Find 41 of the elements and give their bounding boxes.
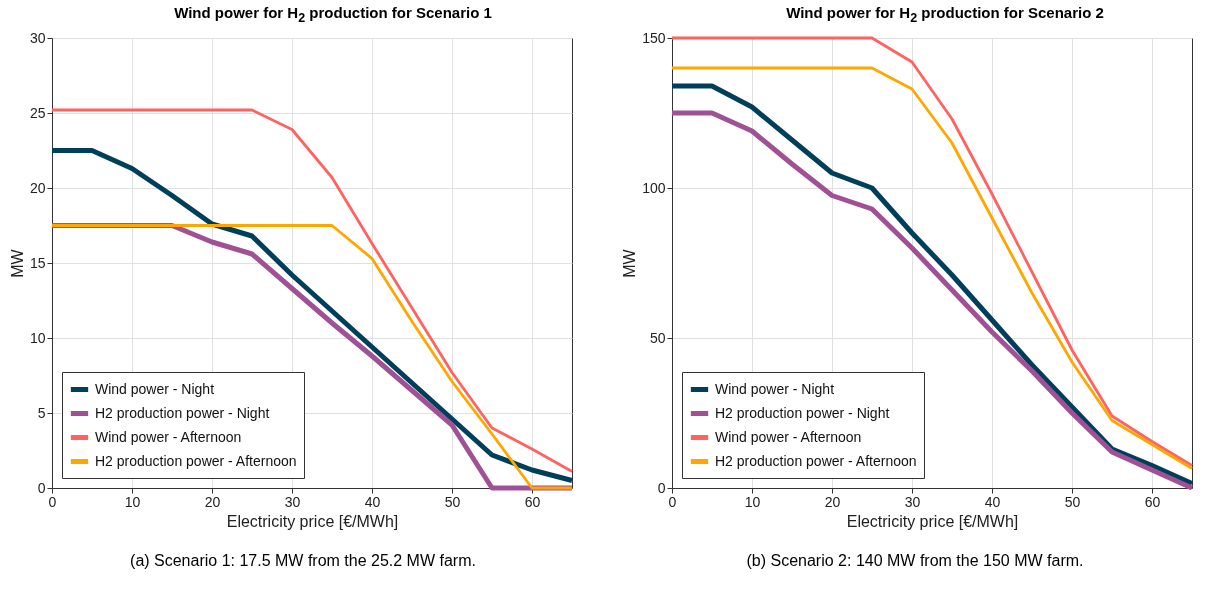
text: (a) Scenario 1: 17.5 MW from the 25.2 MW farm. bbox=[129, 552, 477, 570]
x-tick-label: 20 bbox=[204, 493, 221, 510]
chart-title: Wind power for H$_{2}$ production for Scenario 2 bbox=[785, 4, 1105, 26]
x-tick-label: 0 bbox=[48, 493, 57, 510]
legend-label: Wind power - Night bbox=[715, 380, 835, 397]
y-axis-title: MW bbox=[621, 248, 639, 278]
x-tick-label: 20 bbox=[824, 493, 841, 510]
x-tick-label: 30 bbox=[904, 493, 921, 510]
x-tick-label: 10 bbox=[744, 493, 761, 510]
legend-label: H2 production power - Night bbox=[95, 404, 270, 421]
legend-label: Wind power - Afternoon bbox=[95, 428, 242, 445]
y-tick-label: 15 bbox=[29, 254, 46, 271]
y-tick-label: 100 bbox=[642, 179, 666, 196]
legend-label: Wind power - Afternoon bbox=[715, 428, 862, 445]
y-tick-label: 50 bbox=[649, 329, 666, 346]
y-tick-label: 5 bbox=[37, 404, 46, 421]
x-tick-label: 50 bbox=[444, 493, 461, 510]
x-tick-label: 50 bbox=[1064, 493, 1081, 510]
y-tick-label: 0 bbox=[657, 479, 666, 496]
y-tick-label: 30 bbox=[29, 29, 46, 46]
x-tick-label: 60 bbox=[524, 493, 541, 510]
y-tick-label: 10 bbox=[29, 329, 46, 346]
text: (b) Scenario 2: 140 MW from the 150 MW farm. bbox=[745, 552, 1085, 570]
chart-title: Wind power for H$_{2}$ production for Scenario 1 bbox=[173, 4, 493, 26]
y-tick-label: 20 bbox=[29, 179, 46, 196]
x-tick-label: 40 bbox=[364, 493, 381, 510]
x-tick-label: 10 bbox=[124, 493, 141, 510]
y-tick-label: 0 bbox=[37, 479, 46, 496]
x-tick-label: 60 bbox=[1144, 493, 1161, 510]
y-tick-label: 25 bbox=[29, 104, 46, 121]
x-tick-label: 30 bbox=[284, 493, 301, 510]
x-tick-label: 0 bbox=[668, 493, 677, 510]
legend-label: H2 production power - Afternoon bbox=[95, 452, 297, 469]
y-axis-title: MW bbox=[8, 248, 26, 278]
x-tick-label: 40 bbox=[984, 493, 1001, 510]
x-axis-title: Electricity price [€/MWh] bbox=[846, 512, 1019, 530]
y-tick-label: 150 bbox=[642, 29, 666, 46]
x-axis-title: Electricity price [€/MWh] bbox=[226, 512, 399, 530]
legend-label: H2 production power - Afternoon bbox=[715, 452, 917, 469]
legend-label: H2 production power - Night bbox=[715, 404, 890, 421]
legend-label: Wind power - Night bbox=[95, 380, 215, 397]
